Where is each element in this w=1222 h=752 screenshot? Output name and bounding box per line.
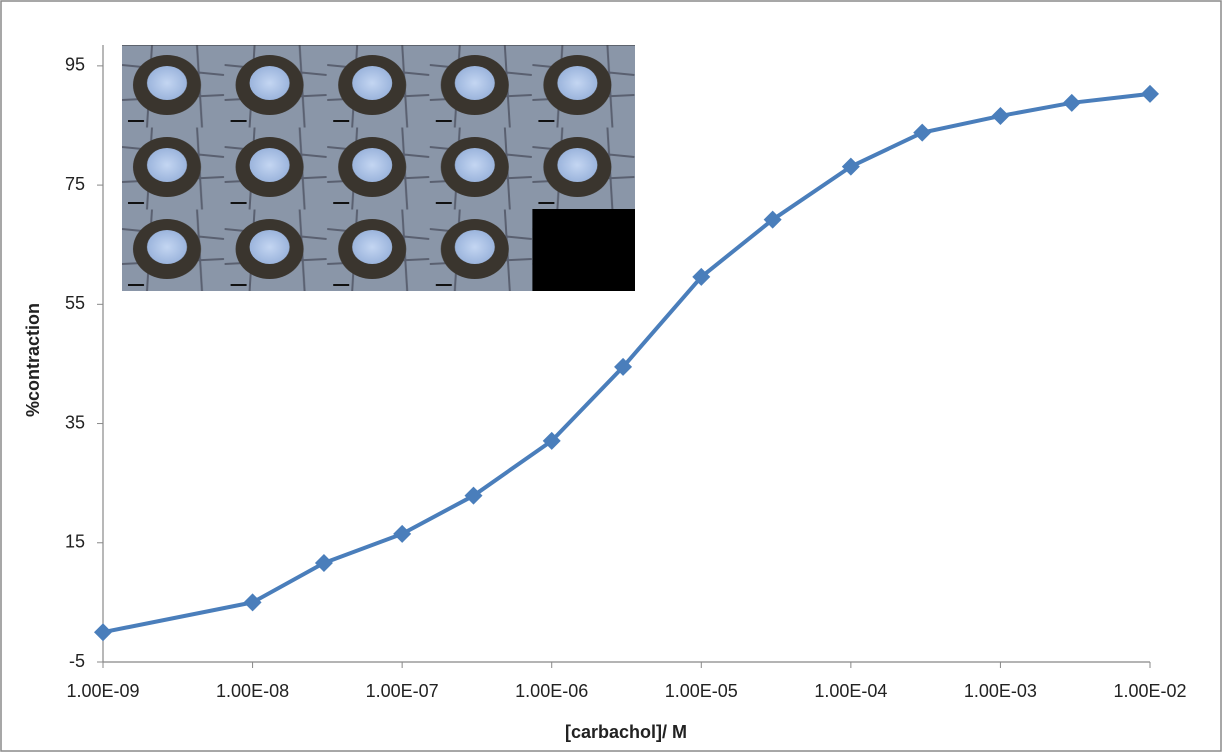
empty-panel bbox=[532, 209, 635, 291]
data-point bbox=[243, 593, 262, 612]
data-point bbox=[763, 210, 782, 229]
y-axis-title: %contraction bbox=[23, 303, 43, 417]
data-point bbox=[542, 431, 561, 450]
y-tick-label: 15 bbox=[65, 532, 85, 552]
x-tick-label: 1.00E-02 bbox=[1113, 681, 1186, 701]
data-point bbox=[841, 157, 860, 176]
x-tick-label: 1.00E-09 bbox=[66, 681, 139, 701]
x-tick-label: 1.00E-07 bbox=[366, 681, 439, 701]
y-tick-label: 75 bbox=[65, 174, 85, 194]
data-point bbox=[614, 357, 633, 376]
y-tick-label: 55 bbox=[65, 293, 85, 313]
data-point bbox=[1062, 93, 1081, 112]
y-tick-label: 35 bbox=[65, 412, 85, 432]
x-tick-label: 1.00E-03 bbox=[964, 681, 1037, 701]
data-point bbox=[94, 623, 112, 642]
data-line bbox=[102, 91, 1151, 635]
x-tick-label: 1.00E-08 bbox=[216, 681, 289, 701]
y-tick-label: 95 bbox=[65, 55, 85, 75]
x-axis-title: [carbachol]/ M bbox=[565, 722, 687, 742]
data-point bbox=[393, 524, 412, 543]
x-tick-label: 1.00E-06 bbox=[515, 681, 588, 701]
data-point bbox=[692, 267, 711, 286]
data-point bbox=[464, 486, 483, 505]
x-tick-label: 1.00E-04 bbox=[814, 681, 887, 701]
data-point bbox=[1141, 84, 1159, 103]
y-tick-label: -5 bbox=[69, 651, 85, 671]
data-point bbox=[991, 106, 1010, 125]
micrograph-inset bbox=[122, 45, 635, 291]
data-point bbox=[913, 123, 932, 142]
x-tick-label: 1.00E-05 bbox=[665, 681, 738, 701]
data-point bbox=[314, 554, 333, 573]
